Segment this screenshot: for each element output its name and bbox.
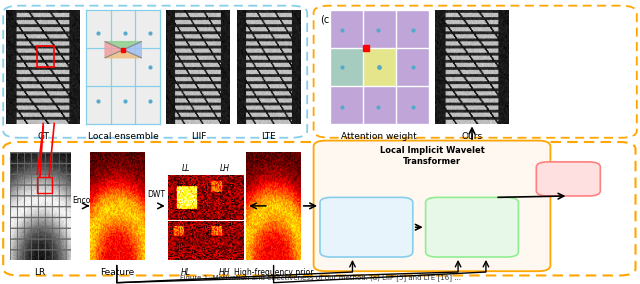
Text: Local ensemble: Local ensemble bbox=[88, 132, 159, 141]
Text: HH: HH bbox=[219, 268, 230, 277]
Bar bbox=[37, 177, 52, 193]
Text: Feature: Feature bbox=[100, 268, 134, 277]
Text: Figure 1. Motivation and effectiveness of our method. (a) LIIF [5] and LTE [16] : Figure 1. Motivation and effectiveness o… bbox=[179, 274, 461, 281]
FancyBboxPatch shape bbox=[536, 162, 600, 196]
Text: Wavelet-aware
Implicit Attention: Wavelet-aware Implicit Attention bbox=[438, 218, 506, 237]
Text: LR: LR bbox=[35, 268, 45, 277]
Polygon shape bbox=[105, 42, 141, 50]
Text: (a): (a) bbox=[8, 14, 21, 24]
Text: LIIF: LIIF bbox=[191, 132, 206, 141]
Text: High-frequency prior: High-frequency prior bbox=[234, 268, 314, 277]
Text: DWT: DWT bbox=[147, 190, 165, 199]
Text: LL: LL bbox=[182, 164, 191, 173]
Text: LTE: LTE bbox=[261, 132, 276, 141]
Text: GT: GT bbox=[37, 132, 49, 141]
FancyBboxPatch shape bbox=[314, 141, 550, 271]
FancyBboxPatch shape bbox=[426, 197, 518, 257]
Text: HL: HL bbox=[181, 268, 191, 277]
Text: LH: LH bbox=[220, 164, 230, 173]
Polygon shape bbox=[123, 42, 141, 58]
Polygon shape bbox=[105, 50, 141, 58]
Text: Encoder: Encoder bbox=[72, 196, 104, 205]
Text: (b): (b) bbox=[8, 153, 22, 163]
Polygon shape bbox=[105, 42, 123, 58]
Text: (c): (c) bbox=[320, 14, 333, 24]
Text: WERM
Integrate: WERM Integrate bbox=[248, 188, 280, 201]
Text: Ours: Ours bbox=[461, 132, 483, 141]
Bar bbox=[37, 46, 54, 67]
Text: Local Implicit Wavelet
Transformer: Local Implicit Wavelet Transformer bbox=[380, 146, 484, 166]
Text: Attention weight: Attention weight bbox=[341, 132, 417, 141]
FancyBboxPatch shape bbox=[320, 197, 413, 257]
Text: Wavelet Mutual
Projected Fusion: Wavelet Mutual Projected Fusion bbox=[335, 218, 398, 237]
Text: Decoder: Decoder bbox=[550, 174, 586, 183]
